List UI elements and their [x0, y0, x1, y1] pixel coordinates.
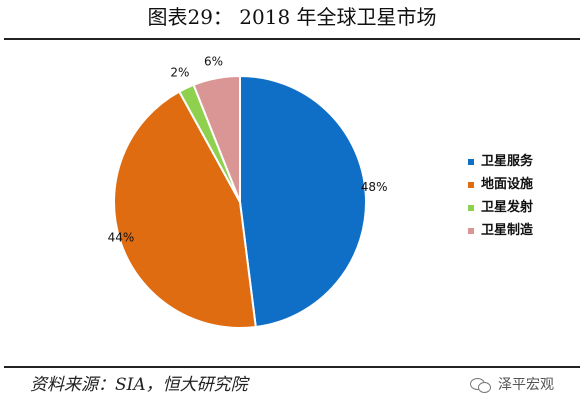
wechat-icon — [470, 377, 492, 393]
slice-ground-equipment — [113, 90, 257, 329]
legend-item-manufacturing: 卫星制造 — [468, 219, 578, 242]
legend-item-satellite-services: 卫星服务 — [468, 150, 578, 173]
top-divider — [4, 38, 580, 40]
legend-item-ground-equipment: 地面设施 — [468, 173, 578, 196]
source-note: 资料来源：SIA，恒大研究院 — [30, 375, 248, 395]
watermark-text: 泽平宏观 — [498, 377, 554, 393]
chart-legend: 卫星服务 地面设施 卫星发射 卫星制造 — [468, 150, 578, 242]
legend-label: 卫星服务 — [481, 154, 534, 169]
data-label: 48% — [361, 180, 388, 194]
watermark: 泽平宏观 — [470, 372, 554, 398]
legend-label: 地面设施 — [481, 177, 534, 192]
bottom-divider — [4, 366, 580, 368]
legend-swatch — [468, 227, 474, 234]
data-label: 6% — [204, 54, 223, 68]
legend-swatch — [468, 158, 474, 165]
chart-title: 图表29： 2018 年全球卫星市场 — [147, 5, 437, 29]
data-label: 44% — [108, 230, 135, 244]
legend-label: 卫星发射 — [481, 200, 534, 215]
legend-item-launch: 卫星发射 — [468, 196, 578, 219]
legend-label: 卫星制造 — [481, 223, 534, 238]
slice-manufacturing — [192, 74, 241, 203]
legend-swatch — [468, 204, 474, 211]
data-label: 2% — [170, 65, 189, 79]
legend-swatch — [468, 181, 474, 188]
slice-satellite-services — [239, 74, 367, 329]
